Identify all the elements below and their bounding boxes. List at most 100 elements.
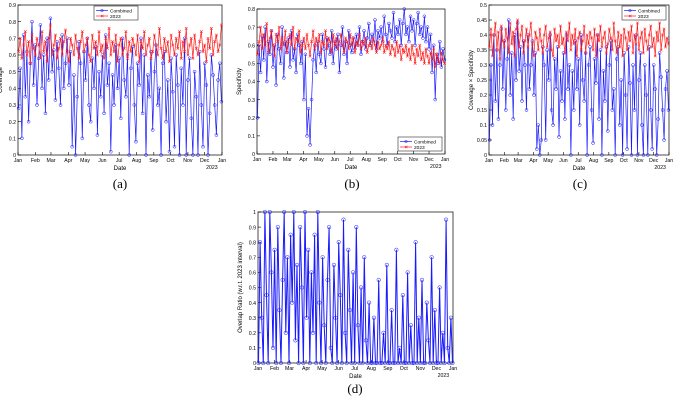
data-point-combined (130, 44, 135, 49)
data-point-2023 (653, 54, 657, 58)
data-point-combined (508, 93, 512, 97)
data-point-2023 (20, 56, 24, 60)
data-point-2023 (65, 50, 69, 54)
data-point-2023 (664, 45, 668, 49)
data-point-combined (204, 83, 209, 87)
data-point-combined (394, 247, 399, 252)
data-point-combined (107, 61, 111, 66)
data-point-2023 (194, 46, 198, 50)
data-point-combined (53, 98, 58, 102)
data-point-combined (429, 255, 434, 260)
data-point-combined (654, 153, 659, 157)
data-point-combined (607, 63, 612, 67)
data-point-combined (214, 133, 219, 137)
data-point-combined (288, 65, 292, 69)
data-point-combined (352, 360, 357, 366)
data-point-combined (552, 57, 557, 61)
data-point-combined (264, 293, 269, 298)
data-point-combined (137, 83, 142, 87)
data-point-2023 (563, 51, 567, 55)
data-point-2023 (142, 30, 146, 34)
data-point-combined (632, 108, 637, 112)
y-tick-label: 0.45 (477, 18, 487, 24)
data-point-combined (97, 69, 101, 74)
data-point-2023 (388, 52, 392, 56)
data-point-combined (640, 123, 644, 127)
data-point-2023 (114, 33, 118, 37)
data-point-2023 (256, 52, 260, 56)
legend-label: 2023 (414, 145, 425, 151)
data-point-2023 (117, 43, 121, 47)
data-point-combined (440, 330, 445, 335)
y-axis-label: Coverage × Specificity (469, 50, 475, 110)
data-point-2023 (131, 36, 135, 40)
data-point-combined (30, 19, 34, 24)
x-tick-label: Jan (485, 158, 493, 164)
panel-caption: (c) (573, 176, 587, 191)
data-point-combined (586, 63, 591, 67)
data-point-combined (635, 153, 640, 157)
data-point-2023 (149, 56, 153, 60)
data-point-combined (302, 209, 308, 215)
data-point-2023 (293, 47, 297, 51)
data-point-combined (177, 153, 182, 157)
data-point-2023 (306, 43, 311, 47)
data-point-2023 (496, 30, 500, 34)
data-point-2023 (504, 27, 508, 31)
data-point-2023 (550, 48, 554, 52)
data-point-combined (577, 123, 582, 127)
data-point-combined (367, 300, 372, 305)
data-point-combined (355, 323, 360, 328)
data-point-2023 (487, 45, 492, 49)
data-point-combined (441, 47, 445, 51)
data-point-2023 (340, 43, 345, 47)
data-point-2023 (379, 43, 383, 47)
data-point-combined (312, 232, 317, 237)
data-point-combined (650, 147, 654, 151)
data-point-combined (413, 240, 418, 245)
data-point-combined (35, 103, 39, 107)
data-point-2023 (613, 39, 617, 43)
data-point-combined (424, 300, 429, 305)
y-tick-label: 0.2 (248, 116, 255, 122)
data-point-combined (397, 18, 402, 22)
data-point-combined (387, 360, 393, 366)
y-tick-label: 0.3 (480, 63, 487, 69)
data-point-2023 (591, 48, 595, 52)
data-point-2023 (344, 36, 348, 40)
data-point-2023 (84, 43, 88, 47)
data-point-combined (401, 21, 405, 26)
data-point-combined (427, 360, 433, 366)
data-point-2023 (553, 27, 557, 31)
data-point-2023 (627, 30, 631, 34)
data-point-2023 (43, 40, 47, 44)
data-point-combined (259, 315, 264, 320)
data-point-combined (280, 277, 285, 282)
data-point-combined (196, 153, 200, 157)
y-tick-label: 0.3 (248, 98, 255, 104)
legend-box (621, 5, 667, 21)
chart-panel-d: 0 0.1 0.2 0.3 0.4 0.5 0.6 0.7 0.8 0.9 1 Jan Feb Mar Ap… (238, 209, 457, 396)
data-point-combined (199, 103, 204, 107)
data-point-combined (327, 225, 332, 230)
data-point-2023 (115, 60, 119, 64)
data-point-2023 (508, 21, 512, 25)
data-point-2023 (172, 53, 177, 57)
data-point-combined (150, 128, 155, 132)
data-point-2023 (510, 42, 514, 46)
y-tick-label: 0.4 (9, 87, 16, 93)
series-line-2023 (489, 19, 669, 60)
data-point-combined (73, 153, 78, 157)
data-point-2023 (314, 36, 318, 40)
data-point-combined (340, 25, 345, 29)
data-point-2023 (520, 24, 524, 28)
data-point-combined (425, 25, 430, 29)
data-point-combined (326, 43, 331, 48)
data-point-combined (405, 270, 410, 275)
data-point-combined (341, 217, 346, 222)
data-point-combined (298, 225, 303, 230)
data-point-combined (514, 78, 518, 82)
data-point-combined (651, 63, 656, 67)
x-tick-label: Dec (424, 157, 434, 163)
